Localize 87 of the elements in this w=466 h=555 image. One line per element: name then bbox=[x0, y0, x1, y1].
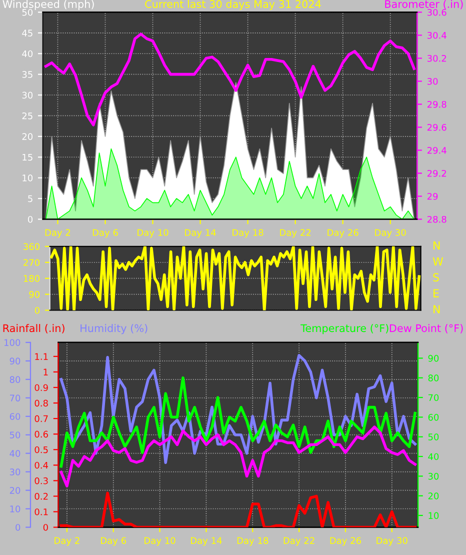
x-tick-label: Day 26 bbox=[330, 537, 361, 546]
y-tick-label: 60 bbox=[10, 413, 20, 420]
y3-tick-label: 0.9 bbox=[34, 384, 48, 392]
x-tick-label: Day 30 bbox=[376, 537, 408, 546]
y-tick-label: 360 bbox=[24, 243, 40, 250]
text: Rainfall (.in) bbox=[3, 324, 64, 334]
y-tick-label: 0 bbox=[16, 524, 20, 531]
y-tick-label: 50 bbox=[22, 8, 33, 16]
y2-tick-label: 10 bbox=[428, 512, 439, 520]
y-tick-label: 20 bbox=[22, 133, 33, 140]
y-tick-label: 40 bbox=[22, 50, 33, 58]
y2-tick-label: 70 bbox=[428, 394, 439, 402]
y-tick-label: 80 bbox=[10, 376, 20, 383]
x-tick-label: Day 22 bbox=[280, 229, 310, 238]
y2-tick-label: 50 bbox=[428, 434, 439, 440]
y2-tick-label: 30.2 bbox=[427, 54, 446, 62]
y3-tick-label: 0.6 bbox=[34, 430, 48, 438]
y-tick-label: 70 bbox=[10, 394, 20, 402]
y3-tick-label: 0 bbox=[43, 524, 48, 531]
x-tick-label: Day 18 bbox=[232, 229, 264, 238]
x-tick-label: Day 22 bbox=[284, 537, 314, 546]
y-tick-label: 10 bbox=[22, 174, 33, 182]
text: N bbox=[434, 305, 440, 314]
y2-tick-label: 80 bbox=[428, 374, 439, 382]
y-tick-label: 0 bbox=[34, 306, 40, 314]
y-tick-label: 50 bbox=[10, 432, 20, 438]
x-tick-label: Day 2 bbox=[54, 537, 80, 546]
text: Humidity (%) bbox=[80, 324, 148, 334]
y2-tick-label: 29.4 bbox=[427, 146, 446, 154]
x-tick-label: Day 30 bbox=[375, 229, 406, 238]
y-tick-label: 5 bbox=[28, 195, 32, 202]
x-tick-label: Day 2 bbox=[45, 229, 70, 238]
y3-tick-label: 0.4 bbox=[34, 462, 48, 469]
x-tick-label: Day 6 bbox=[92, 229, 118, 238]
y3-tick-label: 0.8 bbox=[34, 400, 48, 407]
y2-tick-label: 30.4 bbox=[427, 32, 446, 39]
y3-tick-label: 0.5 bbox=[34, 446, 48, 454]
y-tick-label: 25 bbox=[22, 112, 32, 120]
y3-tick-label: 0.7 bbox=[34, 415, 48, 422]
line-series bbox=[60, 426, 416, 488]
x-tick-label: Day 6 bbox=[101, 537, 126, 546]
text: Barometer (.in) bbox=[385, 0, 463, 10]
y3-tick-label: 1.1 bbox=[35, 353, 48, 360]
y2-tick-label: 30.6 bbox=[427, 8, 446, 16]
y3-tick-label: 0.2 bbox=[34, 492, 48, 500]
y2-tick-label: 90 bbox=[428, 354, 439, 362]
x-tick-label: Day 14 bbox=[191, 537, 222, 546]
text: E bbox=[434, 289, 439, 298]
x-tick-label: Day 18 bbox=[237, 537, 268, 546]
y-tick-label: 35 bbox=[22, 71, 32, 78]
text: W bbox=[432, 257, 444, 266]
chart-title: Current last 30 days May 31 2024 bbox=[145, 0, 321, 10]
text: Temperature (°F) bbox=[300, 324, 388, 334]
y-tick-label: 30 bbox=[22, 92, 33, 99]
y-tick-label: 45 bbox=[22, 30, 32, 36]
y-tick-label: 40 bbox=[10, 450, 20, 457]
y-tick-label: 10 bbox=[10, 506, 20, 512]
text: N bbox=[434, 241, 440, 250]
y-tick-label: 30 bbox=[10, 468, 20, 476]
y-tick-label: 90 bbox=[29, 291, 40, 298]
text: S bbox=[433, 273, 439, 282]
y-tick-label: 100 bbox=[4, 339, 20, 346]
y2-tick-label: 20 bbox=[428, 492, 439, 500]
x-tick-label: Day 14 bbox=[185, 229, 216, 238]
x-tick-label: Day 10 bbox=[144, 537, 176, 546]
y3-tick-label: 0.3 bbox=[34, 477, 48, 484]
y-tick-label: 90 bbox=[10, 358, 20, 364]
x-tick-label: Day 26 bbox=[328, 229, 358, 238]
y2-tick-label: 29.6 bbox=[427, 124, 446, 131]
text: Dew Point (°F) bbox=[390, 324, 463, 334]
y3-tick-label: 1 bbox=[44, 368, 48, 376]
text: Windspeed (mph) bbox=[2, 0, 94, 10]
y2-tick-label: 30 bbox=[427, 78, 438, 85]
y-tick-label: 0 bbox=[28, 216, 33, 223]
y2-tick-label: 29.8 bbox=[427, 100, 446, 108]
y2-tick-label: 29.2 bbox=[427, 170, 446, 177]
y2-tick-label: 60 bbox=[428, 414, 439, 421]
y2-tick-label: 29 bbox=[427, 192, 438, 200]
y-tick-label: 180 bbox=[24, 275, 40, 282]
x-tick-label: Day 10 bbox=[138, 229, 168, 238]
y-tick-label: 15 bbox=[22, 154, 32, 161]
y-tick-label: 20 bbox=[10, 487, 20, 494]
y3-tick-label: 0.1 bbox=[34, 508, 48, 516]
y-tick-label: 270 bbox=[24, 259, 40, 266]
y2-tick-label: 40 bbox=[428, 453, 439, 460]
y2-tick-label: 28.8 bbox=[427, 216, 446, 223]
y2-tick-label: 30 bbox=[428, 472, 439, 480]
